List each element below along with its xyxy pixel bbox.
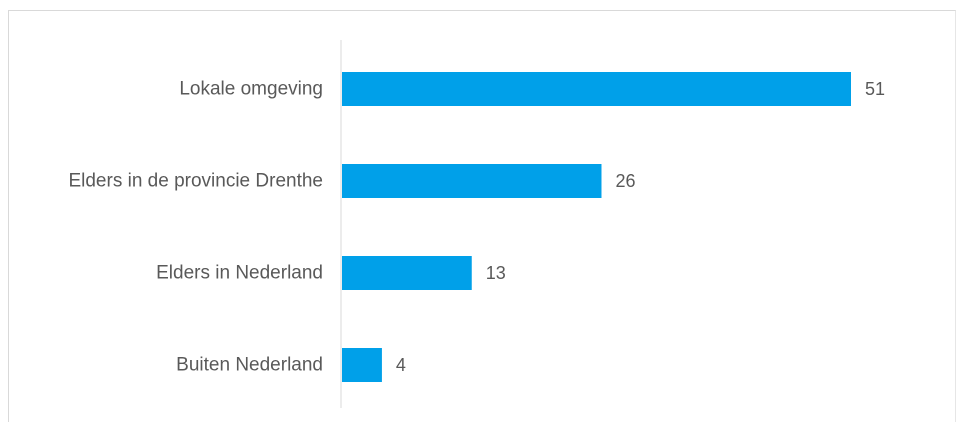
category-label: Lokale omgeving (179, 79, 323, 100)
bar (342, 256, 472, 290)
bar (342, 72, 851, 106)
category-label: Buiten Nederland (176, 355, 323, 376)
data-label: 26 (615, 171, 635, 191)
bar (342, 348, 382, 382)
category-label: Elders in Nederland (156, 263, 323, 284)
bars-group: Lokale omgeving 51 Elders in de provincie … (68, 72, 885, 382)
chart-frame (8, 10, 956, 422)
bar (342, 164, 602, 198)
data-label: 4 (396, 355, 406, 375)
category-label: Elders in de provincie Drenthe (68, 171, 323, 192)
data-label: 13 (486, 263, 506, 283)
data-label: 51 (865, 79, 885, 99)
